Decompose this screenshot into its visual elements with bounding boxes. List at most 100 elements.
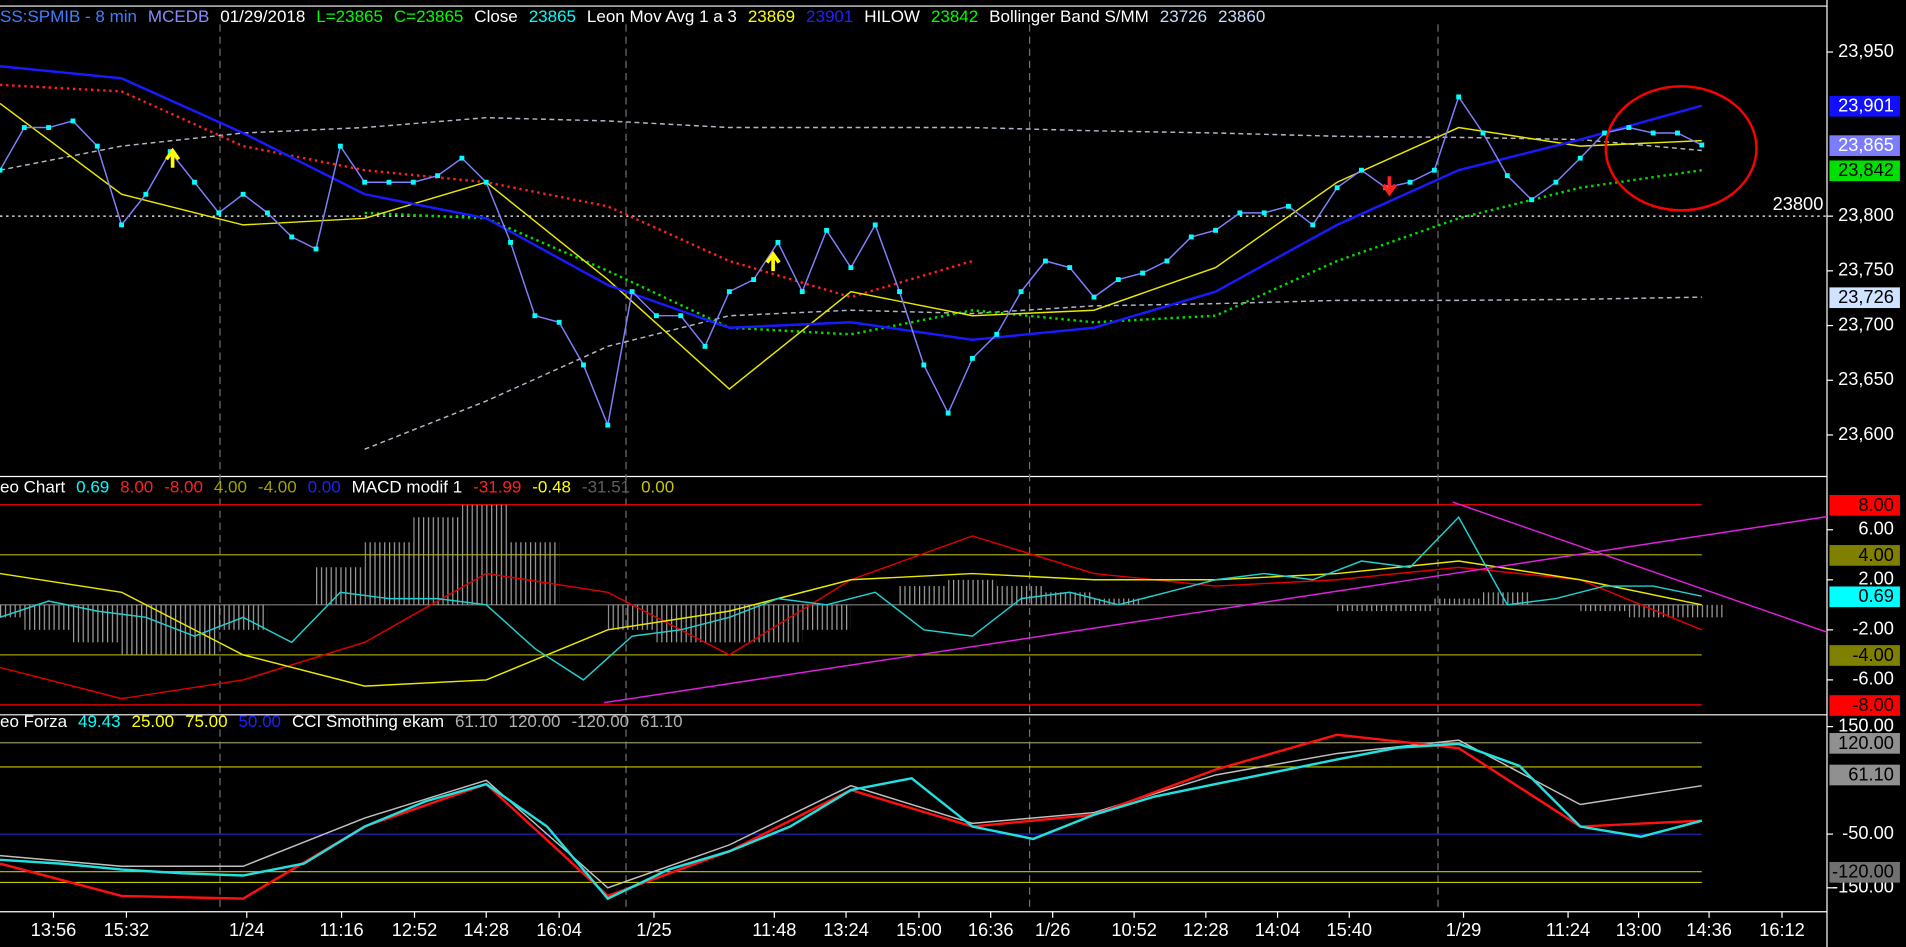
value-box-label: -8.00: [1852, 694, 1894, 715]
value-box: [1829, 695, 1900, 716]
data-point: [1675, 130, 1680, 136]
data-point: [1504, 173, 1510, 179]
x-tick-label: 11:24: [1546, 919, 1590, 940]
header-item: 50.00: [238, 712, 281, 731]
data-point: [313, 246, 319, 252]
histogram-bar: [1385, 604, 1435, 612]
series-line: [0, 65, 1703, 342]
header-item: eo Forza: [0, 712, 68, 731]
data-point: [1140, 270, 1146, 276]
y-tick-label: 23,700: [1838, 313, 1894, 334]
x-tick-label: 15:40: [1326, 919, 1372, 940]
header-item: SS:SPMIB - 8 min: [0, 7, 137, 26]
data-point: [70, 118, 76, 124]
y-tick-label: 23,750: [1838, 259, 1894, 280]
value-box-label: 61.10: [1848, 763, 1894, 784]
data-point: [1334, 185, 1340, 191]
header-item: 8.00: [120, 477, 153, 496]
histogram-bar: [1337, 604, 1386, 612]
header-item: -31.99: [473, 477, 521, 496]
header-item: 23869: [748, 7, 795, 26]
y-tick-label: -50.00: [1842, 822, 1894, 843]
data-point: [532, 313, 538, 319]
y-tick-label: 6.00: [1858, 518, 1893, 539]
data-point: [1018, 289, 1024, 295]
x-tick-label: 1/26: [1035, 919, 1070, 940]
header-item: -31.51: [582, 477, 630, 496]
x-tick-label: 14:28: [463, 919, 509, 940]
header-item: Leon Mov Avg 1 a 3: [587, 7, 737, 26]
header-item: 61.10: [640, 712, 683, 731]
header-item: -120.00: [571, 712, 629, 731]
value-box-label: 120.00: [1838, 732, 1894, 753]
plot-area: SS:SPMIB - 8 min MCEDB 01/29/2018 L=23865 C=…: [0, 7, 1900, 940]
header-item: 75.00: [185, 712, 228, 731]
data-point: [192, 179, 197, 185]
data-point: [799, 289, 805, 295]
header-item: 61.10: [455, 712, 498, 731]
x-tick-label: 13:56: [31, 919, 77, 940]
data-point: [994, 331, 1000, 337]
header-item: -4.00: [258, 477, 297, 496]
data-point: [289, 234, 295, 240]
data-point: [1188, 234, 1194, 240]
x-tick-label: 16:04: [536, 919, 582, 940]
histogram-bar: [899, 586, 949, 605]
frame: [0, 0, 1828, 947]
data-point: [605, 422, 611, 428]
x-tick-label: 1/24: [229, 919, 264, 940]
x-tick-label: 11:16: [319, 919, 363, 940]
histogram-bar: [413, 517, 462, 605]
data-point: [970, 355, 975, 361]
histogram-bar: [802, 604, 851, 630]
data-point: [556, 319, 562, 325]
histogram-bar: [0, 604, 25, 618]
header-item: 01/29/2018: [220, 7, 305, 26]
data-point: [143, 191, 149, 197]
data-point: [1261, 210, 1267, 216]
y-tick-label: 2.00: [1858, 568, 1893, 589]
histogram-bar: [364, 542, 414, 605]
x-tick-label: 15:32: [104, 919, 150, 940]
x-tick-label: 1/25: [636, 919, 671, 940]
header-item: 23860: [1218, 7, 1265, 26]
data-point: [240, 191, 246, 197]
value-box: [1829, 287, 1900, 309]
series-line: [0, 516, 1702, 681]
histogram-bar: [948, 579, 997, 605]
value-box: [1829, 135, 1900, 156]
y-tick-label: -6.00: [1852, 668, 1894, 689]
data-point: [1164, 258, 1170, 264]
data-point: [1042, 258, 1048, 264]
data-point: [581, 362, 586, 368]
data-point: [921, 362, 927, 368]
data-point: [459, 155, 465, 161]
x-tick-label: 13:24: [823, 919, 869, 940]
data-point: [775, 239, 781, 245]
data-point: [1237, 210, 1243, 216]
y-tick-label: 150.00: [1838, 714, 1894, 735]
x-tick-label: 10:52: [1111, 919, 1157, 940]
day-separators: [219, 24, 1439, 912]
y-tick-label: 23,600: [1838, 423, 1894, 444]
header-item: -8.00: [164, 477, 203, 496]
value-box-label: 23,901: [1838, 95, 1894, 116]
data-point: [824, 227, 830, 233]
data-point: [897, 289, 902, 295]
x-tick-label: 16:12: [1759, 919, 1805, 940]
value-box-label: -4.00: [1852, 644, 1894, 665]
data-point: [1286, 203, 1291, 209]
data-point: [1358, 167, 1364, 173]
data-point: [1213, 227, 1218, 233]
x-tick-label: 14:36: [1686, 919, 1732, 940]
header-item: 23901: [806, 7, 853, 26]
series-line: [0, 560, 1702, 687]
x-tick-label: 1/29: [1446, 919, 1481, 940]
value-box: [1829, 160, 1900, 182]
header-item: 25.00: [132, 712, 175, 731]
histogram-bar: [1094, 598, 1143, 605]
data-point: [1407, 179, 1413, 185]
x-tick-label: 15:00: [896, 919, 942, 940]
data-point: [726, 289, 732, 295]
series-line: [0, 102, 1702, 390]
